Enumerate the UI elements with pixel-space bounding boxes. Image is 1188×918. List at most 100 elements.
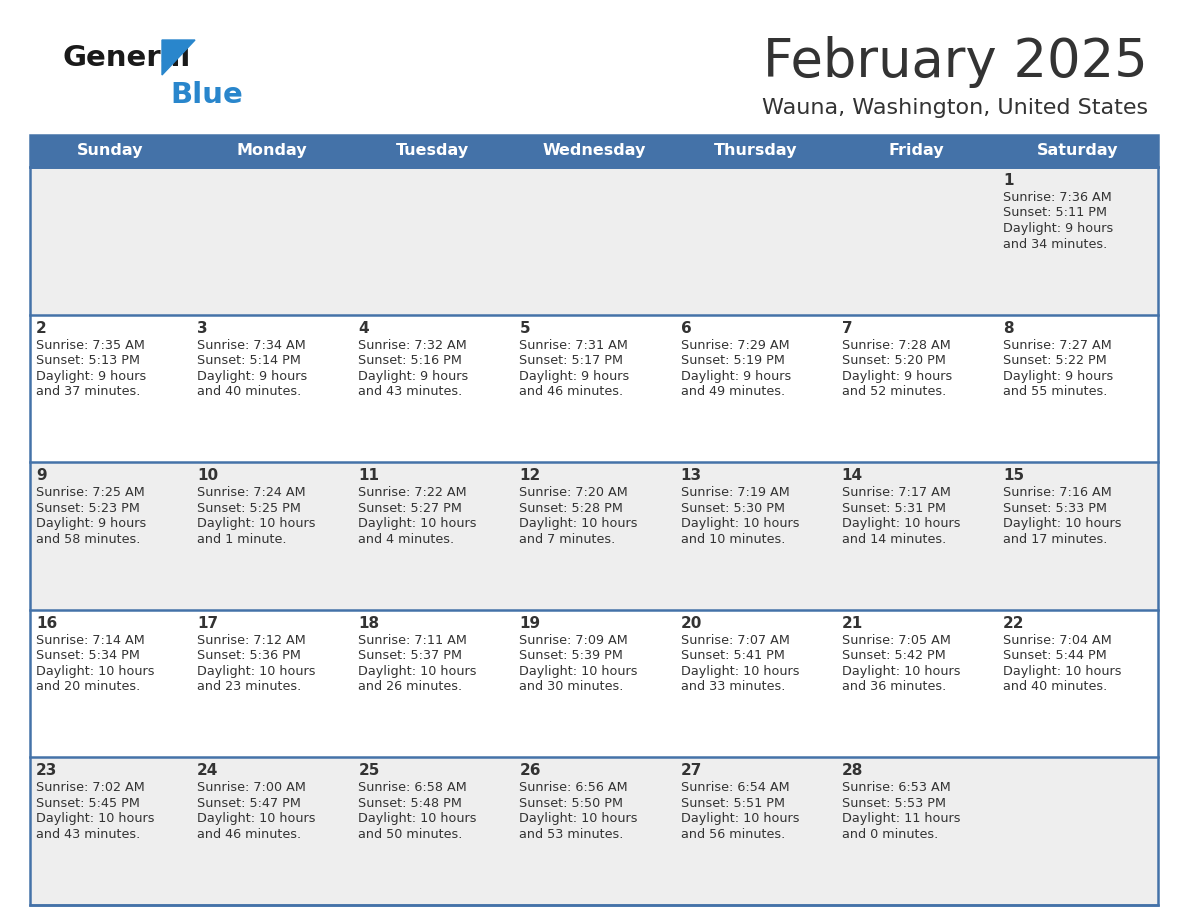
Text: 12: 12 (519, 468, 541, 483)
Text: Sunset: 5:13 PM: Sunset: 5:13 PM (36, 354, 140, 367)
Text: Sunset: 5:14 PM: Sunset: 5:14 PM (197, 354, 301, 367)
Text: Sunset: 5:41 PM: Sunset: 5:41 PM (681, 649, 784, 662)
Text: Sunset: 5:47 PM: Sunset: 5:47 PM (197, 797, 301, 810)
Text: and 7 minutes.: and 7 minutes. (519, 532, 615, 545)
Text: Tuesday: Tuesday (397, 143, 469, 159)
Text: Sunset: 5:16 PM: Sunset: 5:16 PM (359, 354, 462, 367)
Text: Sunrise: 7:22 AM: Sunrise: 7:22 AM (359, 487, 467, 499)
Text: Daylight: 9 hours: Daylight: 9 hours (681, 370, 791, 383)
Text: Sunrise: 7:05 AM: Sunrise: 7:05 AM (842, 633, 950, 647)
Text: Sunrise: 7:34 AM: Sunrise: 7:34 AM (197, 339, 305, 352)
Text: Sunset: 5:25 PM: Sunset: 5:25 PM (197, 502, 301, 515)
Text: Daylight: 9 hours: Daylight: 9 hours (197, 370, 308, 383)
Text: Daylight: 10 hours: Daylight: 10 hours (359, 665, 476, 677)
Bar (513, 757, 675, 905)
Text: and 17 minutes.: and 17 minutes. (1003, 532, 1107, 545)
Text: 26: 26 (519, 764, 541, 778)
Bar (997, 135, 1158, 167)
Bar (675, 315, 835, 462)
Text: Sunrise: 7:35 AM: Sunrise: 7:35 AM (36, 339, 145, 352)
Text: Sunrise: 7:14 AM: Sunrise: 7:14 AM (36, 633, 145, 647)
Text: Sunrise: 7:29 AM: Sunrise: 7:29 AM (681, 339, 789, 352)
Text: 7: 7 (842, 320, 852, 336)
Bar (997, 462, 1158, 610)
Text: Wauna, Washington, United States: Wauna, Washington, United States (762, 98, 1148, 118)
Text: and 49 minutes.: and 49 minutes. (681, 385, 785, 398)
Bar (675, 167, 835, 315)
Text: Sunset: 5:51 PM: Sunset: 5:51 PM (681, 797, 784, 810)
Text: 23: 23 (36, 764, 57, 778)
Text: Daylight: 10 hours: Daylight: 10 hours (519, 812, 638, 825)
Bar (675, 757, 835, 905)
Text: 17: 17 (197, 616, 219, 631)
Bar (30, 610, 191, 757)
Bar (191, 610, 353, 757)
Bar (997, 167, 1158, 315)
Text: Sunrise: 7:17 AM: Sunrise: 7:17 AM (842, 487, 950, 499)
Text: Saturday: Saturday (1037, 143, 1118, 159)
Text: 9: 9 (36, 468, 46, 483)
Text: Sunset: 5:50 PM: Sunset: 5:50 PM (519, 797, 624, 810)
Text: Sunset: 5:23 PM: Sunset: 5:23 PM (36, 502, 140, 515)
Bar (353, 462, 513, 610)
Text: Sunday: Sunday (77, 143, 144, 159)
Polygon shape (162, 40, 195, 75)
Bar (997, 610, 1158, 757)
Text: and 30 minutes.: and 30 minutes. (519, 680, 624, 693)
Text: Sunset: 5:20 PM: Sunset: 5:20 PM (842, 354, 946, 367)
Text: and 46 minutes.: and 46 minutes. (197, 828, 302, 841)
Text: 4: 4 (359, 320, 369, 336)
Text: Sunset: 5:34 PM: Sunset: 5:34 PM (36, 649, 140, 662)
Text: and 52 minutes.: and 52 minutes. (842, 385, 946, 398)
Text: 22: 22 (1003, 616, 1024, 631)
Text: Daylight: 10 hours: Daylight: 10 hours (519, 517, 638, 531)
Bar (835, 315, 997, 462)
Text: Sunset: 5:30 PM: Sunset: 5:30 PM (681, 502, 784, 515)
Bar (30, 135, 191, 167)
Text: Sunrise: 7:27 AM: Sunrise: 7:27 AM (1003, 339, 1112, 352)
Bar (835, 610, 997, 757)
Text: and 53 minutes.: and 53 minutes. (519, 828, 624, 841)
Text: Daylight: 10 hours: Daylight: 10 hours (842, 517, 960, 531)
Text: Daylight: 10 hours: Daylight: 10 hours (36, 812, 154, 825)
Text: Daylight: 9 hours: Daylight: 9 hours (359, 370, 468, 383)
Text: 10: 10 (197, 468, 219, 483)
Text: Sunrise: 6:58 AM: Sunrise: 6:58 AM (359, 781, 467, 794)
Text: Daylight: 10 hours: Daylight: 10 hours (197, 665, 316, 677)
Text: Daylight: 9 hours: Daylight: 9 hours (36, 517, 146, 531)
Text: 2: 2 (36, 320, 46, 336)
Text: Sunset: 5:45 PM: Sunset: 5:45 PM (36, 797, 140, 810)
Text: Daylight: 10 hours: Daylight: 10 hours (1003, 517, 1121, 531)
Text: Monday: Monday (236, 143, 307, 159)
Text: and 4 minutes.: and 4 minutes. (359, 532, 455, 545)
Bar (997, 757, 1158, 905)
Text: Sunrise: 7:11 AM: Sunrise: 7:11 AM (359, 633, 467, 647)
Text: 16: 16 (36, 616, 57, 631)
Text: Sunset: 5:39 PM: Sunset: 5:39 PM (519, 649, 624, 662)
Text: 25: 25 (359, 764, 380, 778)
Bar (835, 757, 997, 905)
Text: Sunset: 5:31 PM: Sunset: 5:31 PM (842, 502, 946, 515)
Text: and 23 minutes.: and 23 minutes. (197, 680, 302, 693)
Text: and 20 minutes.: and 20 minutes. (36, 680, 140, 693)
Text: Sunset: 5:22 PM: Sunset: 5:22 PM (1003, 354, 1106, 367)
Text: and 50 minutes.: and 50 minutes. (359, 828, 462, 841)
Text: Daylight: 9 hours: Daylight: 9 hours (842, 370, 952, 383)
Bar (353, 610, 513, 757)
Text: 13: 13 (681, 468, 702, 483)
Text: 28: 28 (842, 764, 864, 778)
Text: Daylight: 10 hours: Daylight: 10 hours (681, 665, 800, 677)
Bar (353, 315, 513, 462)
Text: Sunrise: 6:56 AM: Sunrise: 6:56 AM (519, 781, 628, 794)
Text: Daylight: 9 hours: Daylight: 9 hours (519, 370, 630, 383)
Text: 20: 20 (681, 616, 702, 631)
Text: Sunset: 5:27 PM: Sunset: 5:27 PM (359, 502, 462, 515)
Text: Sunrise: 6:54 AM: Sunrise: 6:54 AM (681, 781, 789, 794)
Bar (675, 610, 835, 757)
Text: Sunrise: 7:02 AM: Sunrise: 7:02 AM (36, 781, 145, 794)
Bar (191, 757, 353, 905)
Bar (675, 462, 835, 610)
Text: Sunrise: 7:32 AM: Sunrise: 7:32 AM (359, 339, 467, 352)
Text: and 37 minutes.: and 37 minutes. (36, 385, 140, 398)
Text: and 0 minutes.: and 0 minutes. (842, 828, 939, 841)
